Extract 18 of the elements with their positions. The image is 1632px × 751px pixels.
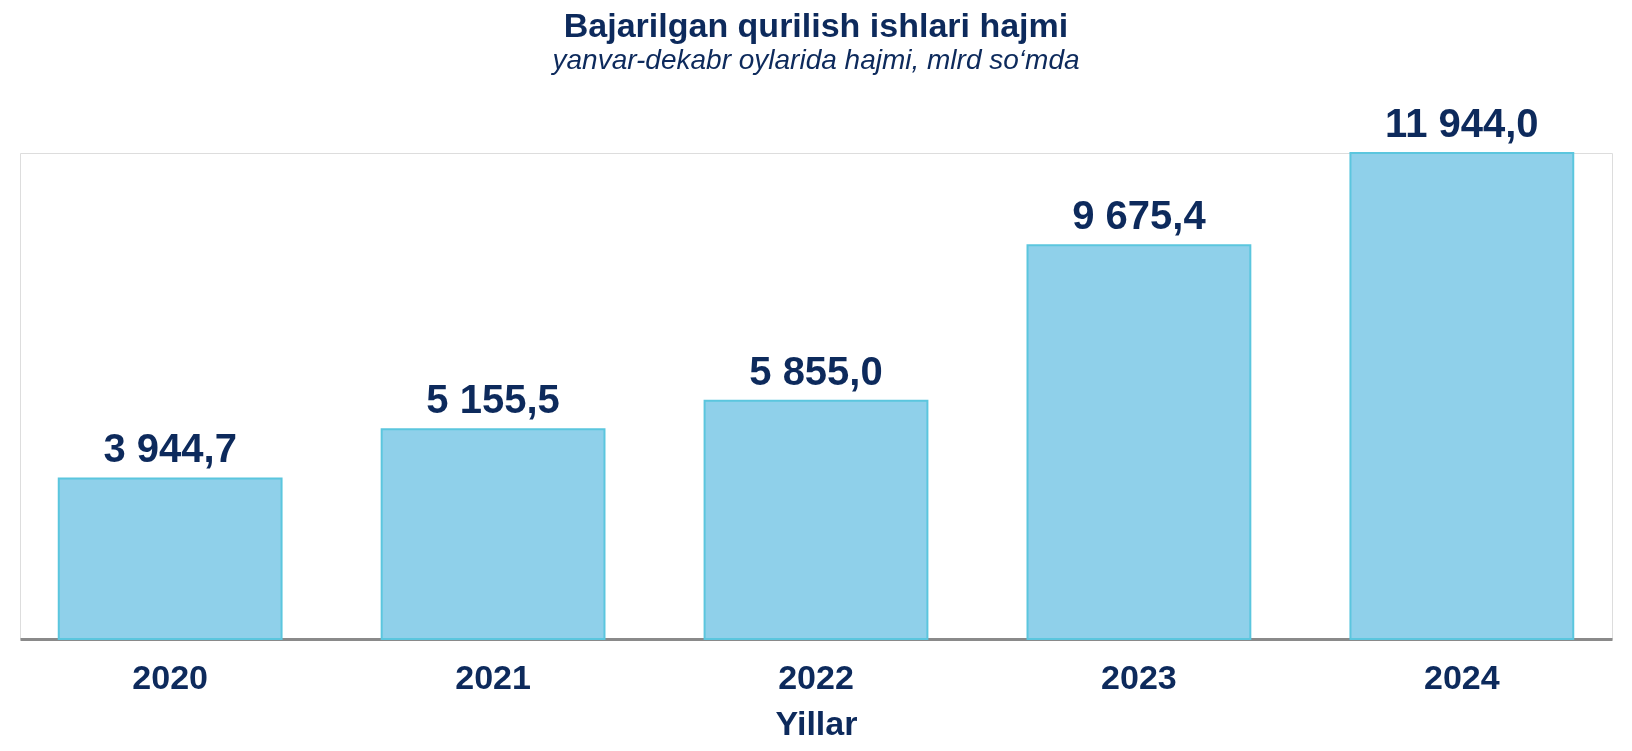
- bar: [380, 428, 606, 640]
- x-tick-label: 2022: [778, 657, 854, 696]
- bar: [1349, 152, 1575, 640]
- data-label: 5 155,5: [426, 377, 560, 422]
- data-label: 11 944,0: [1385, 101, 1539, 145]
- data-label: 3 944,7: [103, 426, 237, 471]
- bar: [703, 399, 929, 640]
- bar: [1026, 244, 1252, 640]
- x-tick-label: 2023: [1101, 657, 1177, 696]
- data-label: 5 855,0: [749, 348, 883, 393]
- x-tick-label: 2021: [455, 657, 531, 696]
- chart-subtitle: yanvar-dekabr oylarida hajmi, mlrd so‘mda: [550, 44, 1080, 75]
- chart-title: Bajarilgan qurilish ishlari hajmi: [563, 6, 1069, 44]
- x-axis-title: Yillar: [775, 703, 858, 742]
- x-tick-label: 2024: [1424, 657, 1500, 696]
- bar: [57, 477, 283, 640]
- data-label: 9 675,4: [1072, 193, 1207, 238]
- x-tick-label: 2020: [132, 657, 208, 696]
